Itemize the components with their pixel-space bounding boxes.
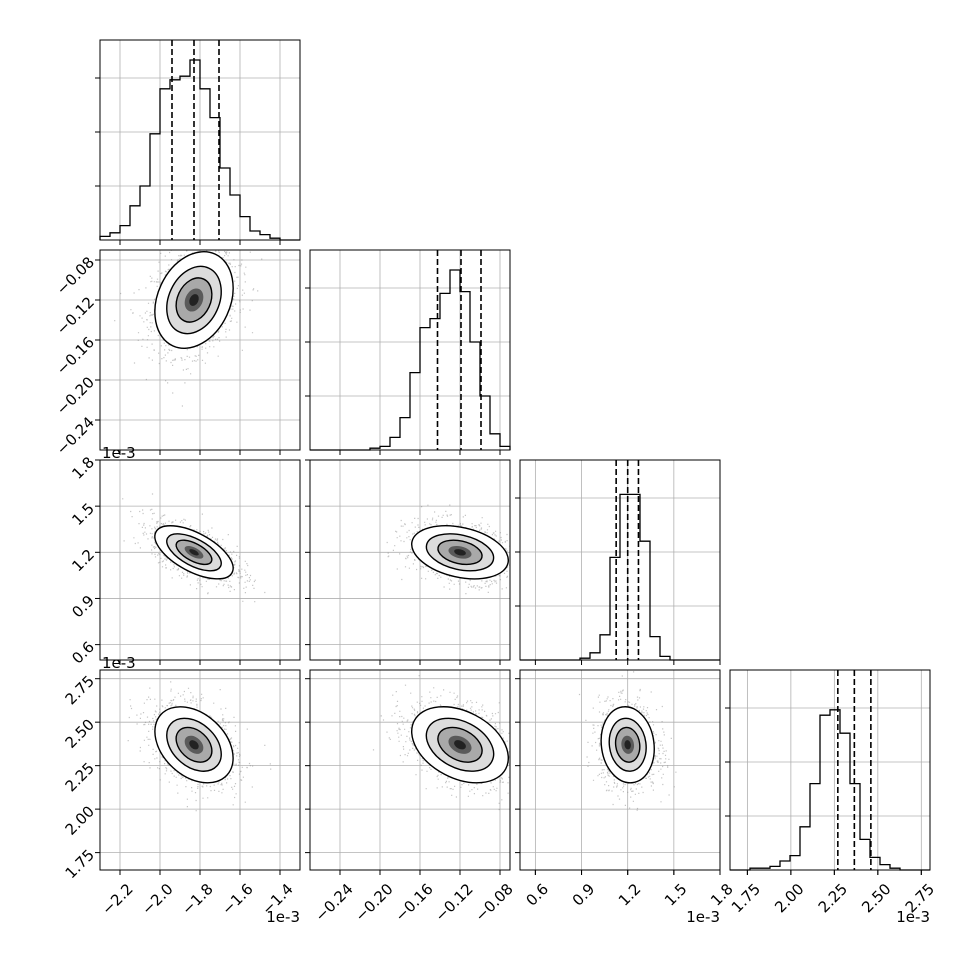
x-tick-label: −2.2 [98,880,136,918]
histogram-panel-0 [95,39,301,245]
panel-frame [729,669,931,871]
contour-1 [166,533,222,572]
x-tick-label: −2.0 [138,880,176,918]
density-level-4 [189,549,199,556]
contour-1 [166,717,222,772]
y-tick-label: −0.16 [53,333,98,378]
contour-0 [154,525,234,580]
contour-1 [608,717,647,772]
histogram-step [730,709,930,871]
contour-2 [175,726,213,763]
panel-content [127,681,272,812]
density-level-4 [624,740,631,750]
contour-0 [410,706,509,784]
y-offset-label: 1e-3 [102,444,136,462]
contour-0 [154,251,234,350]
panel-background [520,460,720,660]
x-tick-label: 2.50 [858,880,894,916]
y-tick-label: −0.08 [53,253,98,298]
x-tick-label: −0.20 [352,880,397,925]
panel-frame [519,459,721,661]
contour-1 [425,717,495,772]
y-tick-label: 1.2 [68,546,98,576]
x-tick-label: −1.6 [218,880,256,918]
y-tick-label: 1.8 [68,453,98,483]
x-tick-label: 1.2 [615,880,645,910]
density-level-4 [454,740,466,750]
y-tick-label: −0.12 [53,293,98,338]
x-tick-label: 0.6 [523,880,553,910]
x-tick-label: 1.5 [661,880,691,910]
x-offset-label: 1e-3 [686,908,720,926]
contour-2 [614,726,641,763]
x-tick-label: −1.8 [178,880,216,918]
panel-frame [309,459,511,661]
panel-content [386,504,510,595]
density-level-4 [189,740,199,750]
y-tick-label: 2.75 [62,672,98,708]
y-tick-label: 1.5 [68,499,98,529]
contour-0 [410,525,509,580]
contour-2 [175,539,213,566]
density-level-4 [189,294,199,306]
panel-content [114,250,263,407]
x-tick-label: −0.08 [472,880,517,925]
panel-background [730,670,930,870]
panel-frame [519,669,721,871]
x-tick-label: 1.75 [728,880,764,916]
y-tick-label: 2.00 [62,802,98,838]
histogram-panel-3 [725,669,931,875]
contour-1 [425,533,495,572]
x-tick-label: 2.00 [771,880,807,916]
contour-1 [166,265,222,335]
scatter-panel-3-1 [305,669,511,875]
y-tick-label: 0.6 [68,638,98,668]
x-offset-label: 1e-3 [896,908,930,926]
contour-2 [437,726,483,763]
panel-content [578,671,677,811]
panel-content [122,493,266,603]
x-tick-label: −0.24 [312,880,357,925]
y-offset-label: 1e-3 [102,654,136,672]
panel-content [372,675,510,811]
y-tick-label: 1.75 [62,846,98,882]
x-tick-label: −0.12 [432,880,477,925]
y-tick-label: 0.9 [68,592,98,622]
contour-2 [437,539,483,566]
histogram-panel-2 [515,459,721,665]
scatter-panel-2-0 [95,459,301,665]
contour-0 [600,706,655,784]
x-tick-label: 2.25 [815,880,851,916]
histogram-panel-1 [305,249,511,455]
panel-frame [309,249,511,451]
y-tick-label: −0.20 [53,373,98,418]
density-level-4 [454,549,466,556]
y-tick-label: 2.50 [62,715,98,751]
x-offset-label: 1e-3 [266,908,300,926]
contour-2 [175,277,213,323]
panel-frame [309,669,511,871]
x-tick-label: −0.16 [392,880,437,925]
y-tick-label: 2.25 [62,759,98,795]
histogram-step [99,59,300,241]
scatter-panel-2-1 [305,459,511,665]
scatter-panel-1-0 [95,249,301,455]
scatter-panel-3-0 [95,669,301,875]
x-tick-label: 0.9 [569,880,599,910]
scatter-panel-3-2 [515,669,721,875]
contour-0 [154,706,234,784]
y-tick-label: −0.24 [53,413,98,458]
